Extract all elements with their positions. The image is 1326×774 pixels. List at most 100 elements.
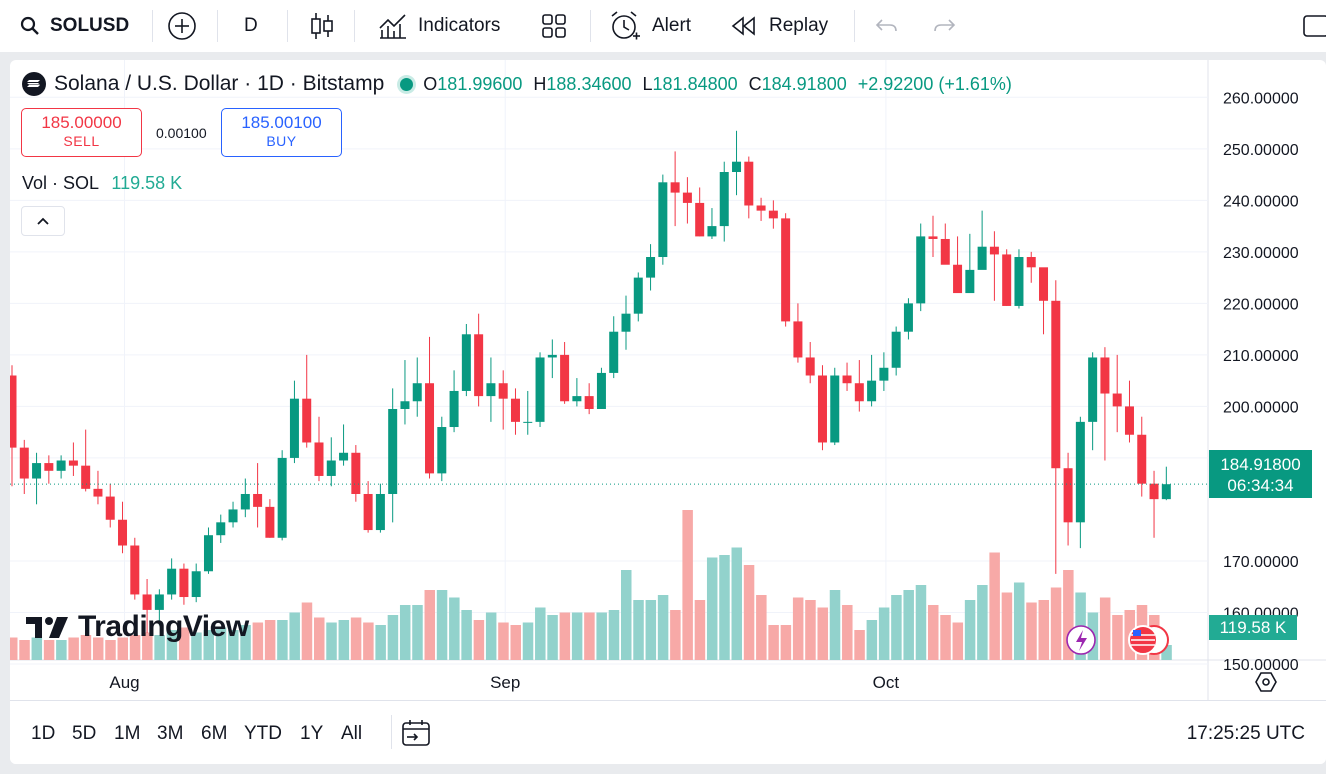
candle-body <box>81 465 91 489</box>
replay-icon <box>731 16 755 36</box>
candle-body <box>228 509 238 523</box>
volume-legend: Vol · SOL 119.58 K <box>22 173 182 194</box>
candle-body <box>891 331 901 368</box>
redo-button[interactable] <box>932 0 956 52</box>
undo-button[interactable] <box>875 0 899 52</box>
range-1y[interactable]: 1Y <box>300 723 324 744</box>
volume-badge: 119.58 K <box>1209 615 1297 640</box>
calendar-goto-icon <box>402 720 430 746</box>
volume-bar <box>584 612 595 660</box>
volume-bar <box>191 632 202 660</box>
volume-bar <box>31 637 43 660</box>
candle-body <box>179 568 189 598</box>
candle-body <box>1124 406 1134 435</box>
compare-button[interactable] <box>167 0 197 52</box>
candle-body <box>253 493 263 507</box>
y-tick-label: 260.00000 <box>1223 90 1299 107</box>
y-tick-label: 220.00000 <box>1223 296 1299 313</box>
range-1m[interactable]: 1M <box>114 723 141 744</box>
x-tick-label: Oct <box>873 673 900 692</box>
chart-panel[interactable]: 260.00000 250.00000 240.00000 230.00000 220.… <box>10 60 1326 764</box>
range-all[interactable]: All <box>341 723 363 744</box>
candle-body <box>277 457 287 538</box>
candle-body <box>535 357 545 422</box>
volume-bar <box>731 547 743 660</box>
indicators-button[interactable]: Indicators <box>378 0 500 52</box>
candle-body <box>670 182 680 193</box>
spread-value: 0.00100 <box>156 125 207 141</box>
volume-bar <box>1026 602 1037 660</box>
candle-body <box>1161 484 1171 500</box>
candle-body <box>326 460 336 476</box>
candle-body <box>547 354 557 358</box>
candles-icon <box>311 13 333 39</box>
symbol-search[interactable]: SOLUSD <box>20 0 129 52</box>
candle-body <box>805 357 815 376</box>
tradingview-logo[interactable]: TradingView <box>24 610 249 644</box>
alarm-clock-icon <box>611 11 640 40</box>
candle-body <box>44 463 54 471</box>
fullscreen-button[interactable] <box>1302 0 1326 52</box>
candle-body <box>609 331 619 373</box>
range-6m[interactable]: 6M <box>201 723 228 744</box>
lightning-bolt-icon <box>1076 630 1087 651</box>
candle-body <box>1026 257 1036 268</box>
range-ytd[interactable]: YTD <box>244 723 282 744</box>
candle-body <box>793 321 803 358</box>
volume-bar <box>891 595 902 660</box>
search-icon <box>20 16 39 35</box>
volume-bar <box>756 595 767 660</box>
candle-body <box>1137 434 1147 484</box>
volume-bar <box>461 610 472 660</box>
indicators-label: Indicators <box>418 15 501 36</box>
replay-button[interactable]: Replay <box>731 0 828 52</box>
candle-body <box>842 375 852 384</box>
volume-bar <box>633 600 644 660</box>
candle-body <box>633 277 643 314</box>
range-1d[interactable]: 1D <box>31 723 56 744</box>
candle-body <box>437 427 447 474</box>
volume-bar <box>964 600 976 660</box>
range-3m[interactable]: 3M <box>157 723 184 744</box>
candle-body <box>363 493 373 531</box>
candle-body <box>203 535 213 572</box>
y-tick-label: 150.00000 <box>1223 657 1299 674</box>
candle-body <box>646 257 656 278</box>
scale-settings-icon[interactable] <box>1255 672 1277 692</box>
volume-bar <box>719 555 730 660</box>
candle-body <box>314 442 324 476</box>
alert-button[interactable]: Alert <box>609 0 691 52</box>
price-chart[interactable]: 260.00000 250.00000 240.00000 230.00000 220.… <box>10 60 1326 700</box>
date-range-button[interactable] <box>401 719 431 752</box>
utc-clock[interactable]: 17:25:25 UTC <box>1186 723 1305 744</box>
candle-body <box>781 218 791 322</box>
candle-body <box>1112 393 1122 407</box>
scale-settings-icon-core <box>1262 678 1270 686</box>
volume-bar <box>19 640 30 660</box>
buy-button[interactable]: 185.00100 BUY <box>221 108 342 157</box>
close-label: C <box>748 73 762 94</box>
y-tick-label: 170.00000 <box>1223 554 1299 571</box>
candle-body <box>118 519 128 546</box>
y-tick-label: 230.00000 <box>1223 245 1299 262</box>
candle-body <box>32 463 42 479</box>
volume-bar <box>228 630 239 660</box>
candle-body <box>560 354 570 402</box>
volume-bar <box>1050 587 1062 660</box>
volume-bar <box>805 600 816 660</box>
candle-body <box>486 383 496 397</box>
chevron-up-icon <box>37 217 49 225</box>
x-tick-label: Sep <box>490 673 520 692</box>
range-5d[interactable]: 5D <box>72 723 97 744</box>
bar-countdown: 06:34:34 <box>1227 476 1294 495</box>
chart-type-button[interactable] <box>310 0 334 52</box>
candle-body <box>191 571 201 598</box>
collapse-legend-button[interactable] <box>21 206 65 236</box>
open-label: O <box>423 73 438 94</box>
sell-button[interactable]: 185.00000 SELL <box>21 108 142 157</box>
volume-bar <box>424 590 436 660</box>
layouts-button[interactable] <box>541 0 567 52</box>
interval-button[interactable]: D <box>244 15 258 36</box>
volume-bar <box>56 640 67 660</box>
candle-body <box>105 496 115 520</box>
